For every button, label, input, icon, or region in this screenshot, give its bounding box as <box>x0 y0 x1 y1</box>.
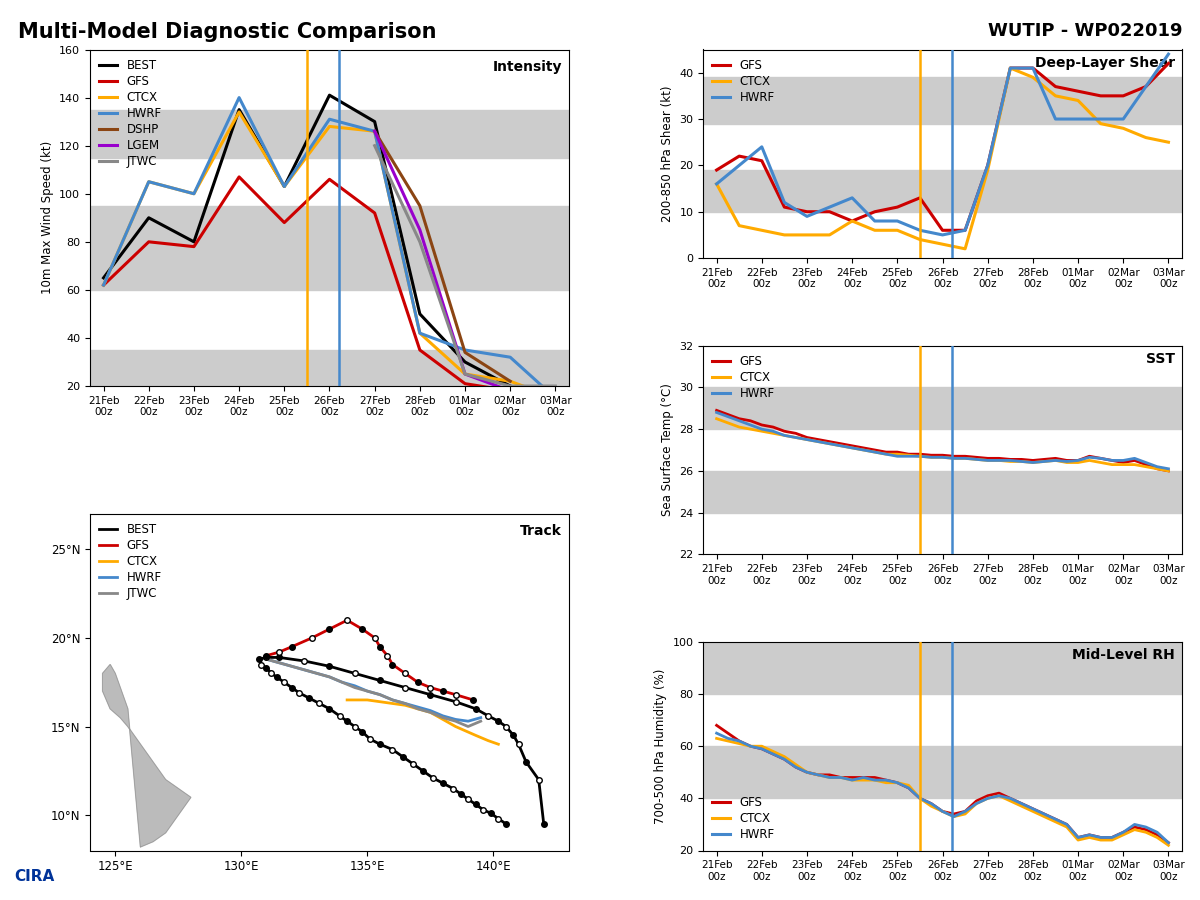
Legend: BEST, GFS, CTCX, HWRF, JTWC: BEST, GFS, CTCX, HWRF, JTWC <box>96 520 166 604</box>
Text: Multi-Model Diagnostic Comparison: Multi-Model Diagnostic Comparison <box>18 22 437 42</box>
Y-axis label: 10m Max Wind Speed (kt): 10m Max Wind Speed (kt) <box>41 141 54 294</box>
Text: WUTIP - WP022019: WUTIP - WP022019 <box>988 22 1182 40</box>
Legend: GFS, CTCX, HWRF: GFS, CTCX, HWRF <box>709 56 779 107</box>
Legend: BEST, GFS, CTCX, HWRF, DSHP, LGEM, JTWC: BEST, GFS, CTCX, HWRF, DSHP, LGEM, JTWC <box>96 56 166 171</box>
Bar <box>90 206 569 290</box>
Bar <box>90 350 569 386</box>
Y-axis label: 700-500 hPa Humidity (%): 700-500 hPa Humidity (%) <box>654 669 667 824</box>
Text: Track: Track <box>520 524 562 538</box>
Bar <box>90 110 569 158</box>
Y-axis label: 200-850 hPa Shear (kt): 200-850 hPa Shear (kt) <box>661 86 673 222</box>
Bar <box>703 387 1182 429</box>
Bar <box>703 746 1182 798</box>
Bar <box>703 170 1182 211</box>
Text: Intensity: Intensity <box>492 59 562 74</box>
Text: Deep-Layer Shear: Deep-Layer Shear <box>1034 56 1175 70</box>
Legend: GFS, CTCX, HWRF: GFS, CTCX, HWRF <box>709 352 779 403</box>
Bar <box>703 642 1182 694</box>
Polygon shape <box>103 664 191 847</box>
Bar <box>703 77 1182 123</box>
Bar <box>703 471 1182 513</box>
Text: SST: SST <box>1146 352 1175 366</box>
Text: Mid-Level RH: Mid-Level RH <box>1072 648 1175 662</box>
Legend: GFS, CTCX, HWRF: GFS, CTCX, HWRF <box>709 793 779 844</box>
Text: CIRA: CIRA <box>14 868 55 884</box>
Y-axis label: Sea Surface Temp (°C): Sea Surface Temp (°C) <box>660 383 673 517</box>
